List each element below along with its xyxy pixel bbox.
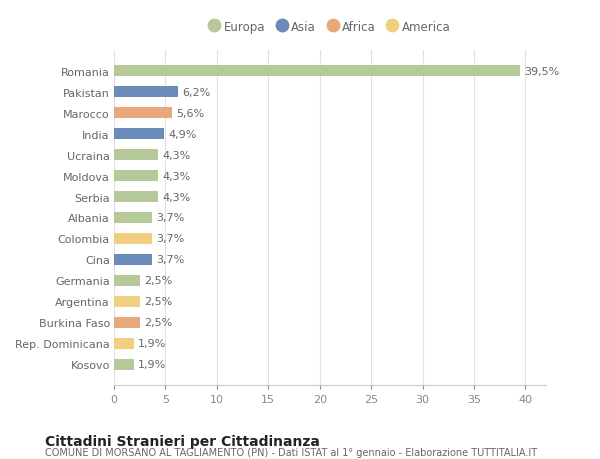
Text: Cittadini Stranieri per Cittadinanza: Cittadini Stranieri per Cittadinanza	[45, 434, 320, 448]
Bar	[114, 87, 178, 98]
Bar	[114, 66, 520, 77]
Bar	[114, 150, 158, 161]
Bar	[114, 170, 158, 182]
Text: 2,5%: 2,5%	[144, 297, 172, 307]
Bar	[114, 317, 140, 329]
Text: 3,7%: 3,7%	[156, 234, 184, 244]
Bar	[114, 107, 172, 119]
Text: 4,3%: 4,3%	[163, 171, 191, 181]
Bar	[114, 129, 164, 140]
Text: 3,7%: 3,7%	[156, 255, 184, 265]
Bar	[114, 359, 134, 370]
Bar	[114, 191, 158, 203]
Text: 4,3%: 4,3%	[163, 150, 191, 160]
Text: 4,9%: 4,9%	[169, 129, 197, 139]
Bar	[114, 233, 152, 245]
Bar	[114, 296, 140, 308]
Text: COMUNE DI MORSANO AL TAGLIAMENTO (PN) - Dati ISTAT al 1° gennaio - Elaborazione : COMUNE DI MORSANO AL TAGLIAMENTO (PN) - …	[45, 448, 537, 458]
Legend: Europa, Asia, Africa, America: Europa, Asia, Africa, America	[205, 16, 455, 39]
Text: 1,9%: 1,9%	[137, 359, 166, 369]
Text: 5,6%: 5,6%	[176, 108, 204, 118]
Text: 4,3%: 4,3%	[163, 192, 191, 202]
Text: 39,5%: 39,5%	[524, 67, 560, 77]
Text: 2,5%: 2,5%	[144, 276, 172, 286]
Text: 6,2%: 6,2%	[182, 87, 210, 97]
Bar	[114, 212, 152, 224]
Text: 1,9%: 1,9%	[137, 339, 166, 349]
Bar	[114, 254, 152, 266]
Bar	[114, 338, 134, 349]
Text: 3,7%: 3,7%	[156, 213, 184, 223]
Text: 2,5%: 2,5%	[144, 318, 172, 328]
Bar	[114, 275, 140, 286]
